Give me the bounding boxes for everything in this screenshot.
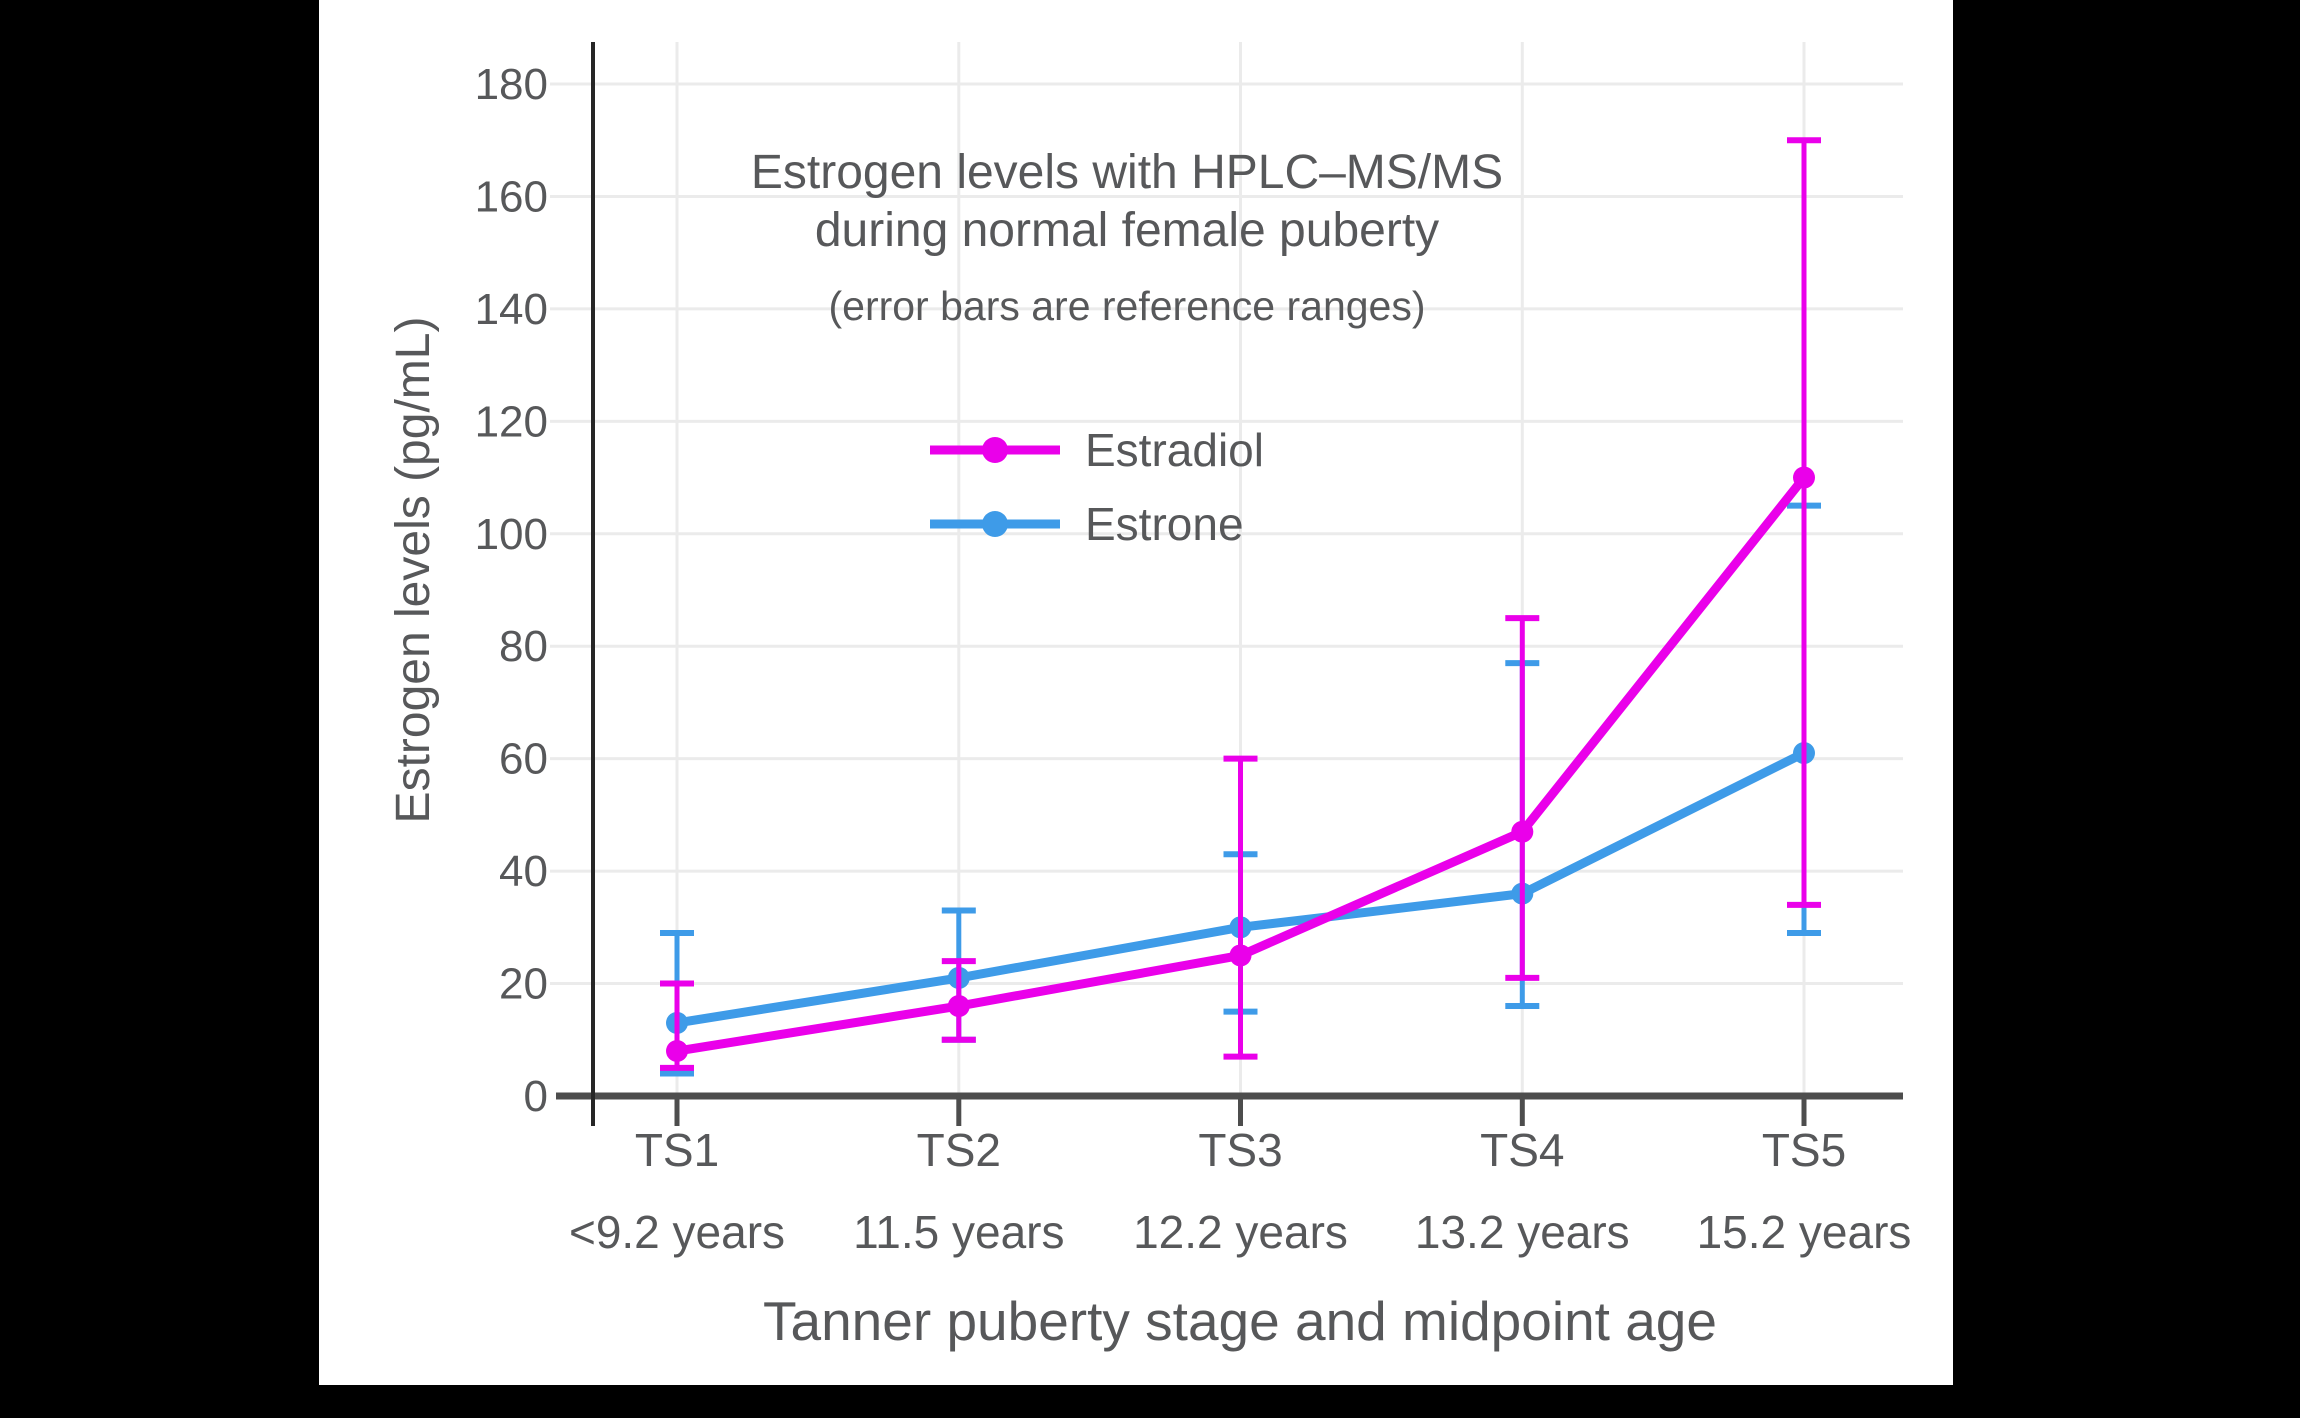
estradiol-data-point bbox=[666, 1040, 688, 1063]
estradiol-data-point bbox=[1229, 944, 1252, 967]
y-tick-label: 100 bbox=[475, 510, 548, 559]
x-axis-title: Tanner puberty stage and midpoint age bbox=[763, 1290, 1717, 1352]
x-age-label: 13.2 years bbox=[1415, 1206, 1630, 1258]
x-tick-label: TS3 bbox=[1198, 1124, 1282, 1176]
x-age-label: 11.5 years bbox=[853, 1206, 1064, 1258]
x-tick-label: TS1 bbox=[635, 1124, 719, 1176]
chart-subtitle: (error bars are reference ranges) bbox=[828, 283, 1425, 329]
x-age-label: 15.2 years bbox=[1697, 1206, 1912, 1258]
legend-label-estrone: Estrone bbox=[1085, 498, 1244, 550]
legend-swatch-marker-estradiol bbox=[982, 437, 1008, 463]
x-age-label: 12.2 years bbox=[1133, 1206, 1348, 1258]
legend-label-estradiol: Estradiol bbox=[1085, 424, 1264, 476]
y-tick-label: 0 bbox=[524, 1072, 548, 1121]
y-tick-label: 180 bbox=[475, 60, 548, 109]
x-tick-label: TS4 bbox=[1480, 1124, 1564, 1176]
y-tick-label: 60 bbox=[499, 735, 548, 784]
y-tick-label: 80 bbox=[499, 622, 548, 671]
y-tick-label: 20 bbox=[499, 960, 548, 1009]
x-tick-label: TS5 bbox=[1762, 1124, 1846, 1176]
estradiol-data-point bbox=[1793, 466, 1815, 489]
y-tick-label: 140 bbox=[475, 285, 548, 334]
chart-title-line2: during normal female puberty bbox=[815, 204, 1439, 257]
estradiol-data-point bbox=[947, 995, 970, 1018]
x-tick-label: TS2 bbox=[917, 1124, 1001, 1176]
legend-swatch-marker-estrone bbox=[982, 511, 1008, 537]
y-tick-label: 120 bbox=[475, 397, 548, 446]
x-age-label: <9.2 years bbox=[569, 1206, 785, 1258]
chart-title-line1: Estrogen levels with HPLC–MS/MS bbox=[751, 146, 1503, 199]
chart-svg: 0 20 40 60 80 100 120 140 160 180 TS1 TS2 TS3 TS4 TS5 <… bbox=[387, 42, 1912, 1352]
y-axis-title: Estrogen levels (pg/mL) bbox=[387, 317, 440, 824]
figure-canvas: 0 20 40 60 80 100 120 140 160 180 TS1 TS2 TS3 TS4 TS5 <… bbox=[319, 0, 1953, 1385]
y-tick-label: 160 bbox=[475, 172, 548, 221]
estradiol-data-point bbox=[1511, 820, 1534, 843]
y-tick-label: 40 bbox=[499, 847, 548, 896]
